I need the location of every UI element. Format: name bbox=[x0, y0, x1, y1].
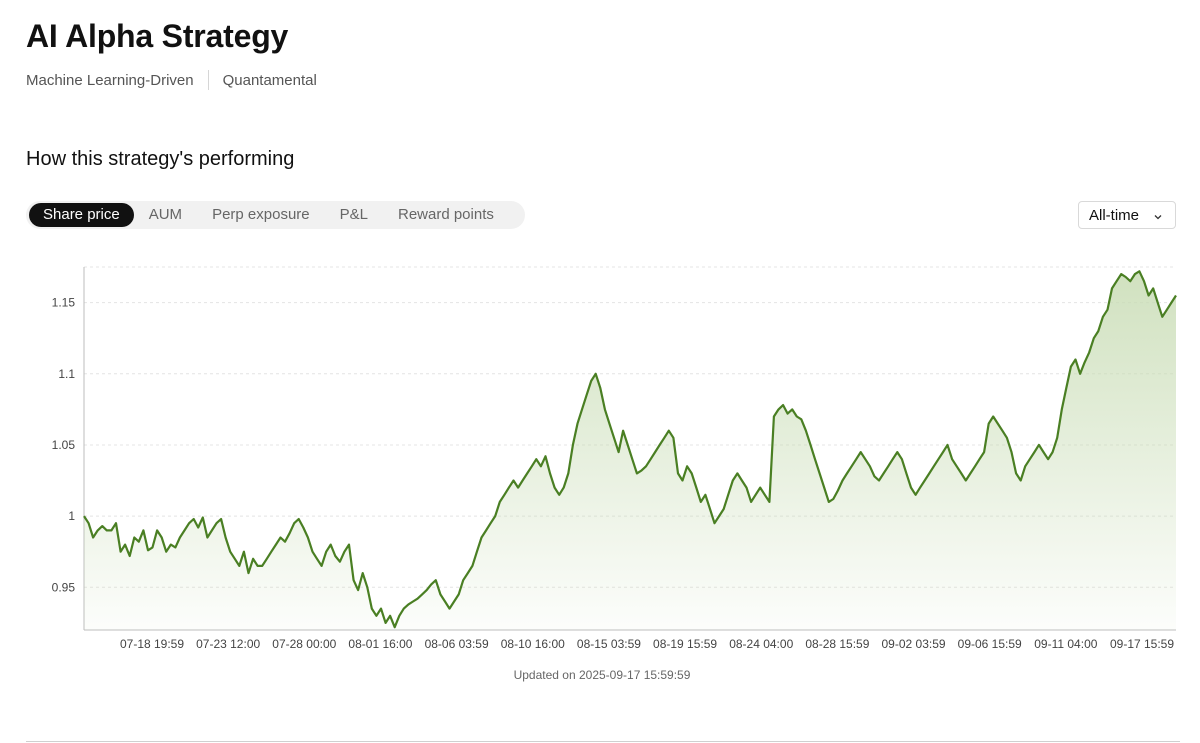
page-title: AI Alpha Strategy bbox=[26, 18, 289, 54]
tab-aum[interactable]: AUM bbox=[148, 206, 183, 223]
x-tick-label: 09-02 03:59 bbox=[882, 637, 946, 651]
share-price-line bbox=[83, 270, 1177, 629]
x-tick-label: 08-15 03:59 bbox=[577, 637, 641, 651]
tab-pnl[interactable]: P&L bbox=[339, 206, 368, 223]
x-tick-label: 08-24 04:00 bbox=[729, 637, 793, 651]
tag-machine-learning: Machine Learning-Driven bbox=[26, 71, 194, 89]
y-tick-label: 1 bbox=[68, 509, 75, 523]
x-tick-label: 08-01 16:00 bbox=[348, 637, 412, 651]
tab-reward-points[interactable]: Reward points bbox=[397, 206, 494, 223]
y-tick-label: 1.05 bbox=[52, 438, 76, 452]
y-tick-label: 1.1 bbox=[58, 367, 75, 381]
x-tick-label: 08-06 03:59 bbox=[425, 637, 489, 651]
x-tick-label: 09-06 15:59 bbox=[958, 637, 1022, 651]
time-range-value: All-time bbox=[1089, 206, 1140, 224]
tag-quantamental: Quantamental bbox=[222, 71, 317, 89]
updated-timestamp: Updated on 2025-09-17 15:59:59 bbox=[513, 668, 691, 682]
x-tick-label: 08-28 15:59 bbox=[805, 637, 869, 651]
x-tick-label: 08-10 16:00 bbox=[501, 637, 565, 651]
x-tick-label: 07-18 19:59 bbox=[120, 637, 184, 651]
x-tick-label: 09-17 15:59 bbox=[1110, 637, 1174, 651]
y-tick-label: 1.15 bbox=[52, 296, 76, 310]
x-tick-label: 08-19 15:59 bbox=[653, 637, 717, 651]
share-price-area bbox=[84, 271, 1176, 630]
x-tick-label: 09-11 04:00 bbox=[1034, 637, 1097, 651]
y-tick-label: 0.95 bbox=[52, 580, 76, 594]
share-price-chart: 0.95 1 1.05 1.1 1.15 07-18 19:59 07-23 12:00 07… bbox=[52, 266, 1177, 651]
strategy-tags: Machine Learning-Driven Quantamental bbox=[26, 70, 317, 90]
x-tick-label: 07-28 00:00 bbox=[272, 637, 336, 651]
metric-tabs: Share price AUM Perp exposure P&L Reward… bbox=[26, 201, 525, 229]
tab-perp-exposure[interactable]: Perp exposure bbox=[212, 206, 310, 223]
tag-divider bbox=[207, 70, 209, 90]
chevron-down-icon bbox=[1153, 209, 1163, 226]
x-tick-label: 07-23 12:00 bbox=[196, 637, 260, 651]
bottom-divider bbox=[26, 741, 1180, 742]
performance-heading: How this strategy's performing bbox=[26, 148, 295, 170]
time-range-select[interactable]: All-time bbox=[1078, 201, 1176, 229]
tab-share-price[interactable]: Share price bbox=[29, 203, 134, 227]
